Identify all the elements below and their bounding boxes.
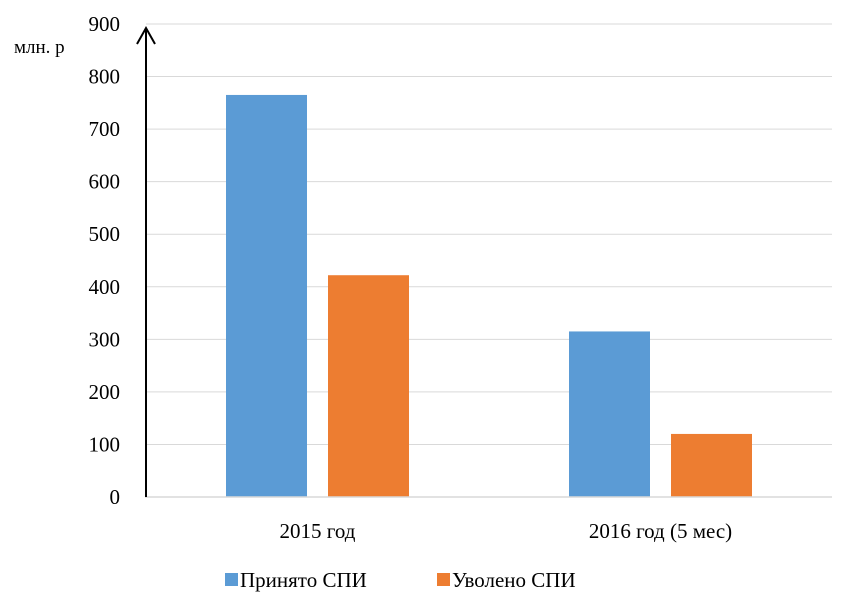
- bars: [226, 94, 752, 497]
- y-tick-label: 300: [89, 327, 121, 351]
- y-axis-arrow-icon: [136, 25, 156, 45]
- legend-swatch: [437, 573, 450, 586]
- x-axis-category-labels: 2015 год 2016 год (5 мес): [280, 519, 733, 543]
- x-category-label: 2016 год (5 мес): [589, 519, 732, 543]
- legend-swatch: [225, 573, 238, 586]
- y-tick-label: 600: [89, 170, 121, 194]
- y-tick-label: 800: [89, 65, 121, 89]
- legend: Принято СПИ Уволено СПИ: [225, 568, 576, 592]
- bar: [328, 275, 409, 497]
- y-tick-label: 0: [110, 485, 121, 509]
- y-tick-label: 200: [89, 380, 121, 404]
- legend-label: Уволено СПИ: [452, 568, 576, 592]
- bar: [569, 331, 650, 497]
- y-axis-unit-label: млн. р: [14, 37, 65, 58]
- y-axis-tick-labels: 0 100 200 300 400 500 600 700 800 900: [89, 12, 121, 509]
- x-category-label: 2015 год: [280, 519, 356, 543]
- bar: [671, 433, 752, 497]
- y-tick-label: 700: [89, 117, 121, 141]
- legend-label: Принято СПИ: [240, 568, 367, 592]
- y-tick-label: 100: [89, 432, 121, 456]
- bar: [226, 94, 307, 497]
- y-tick-label: 900: [89, 12, 121, 36]
- y-tick-label: 500: [89, 222, 121, 246]
- y-tick-label: 400: [89, 275, 121, 299]
